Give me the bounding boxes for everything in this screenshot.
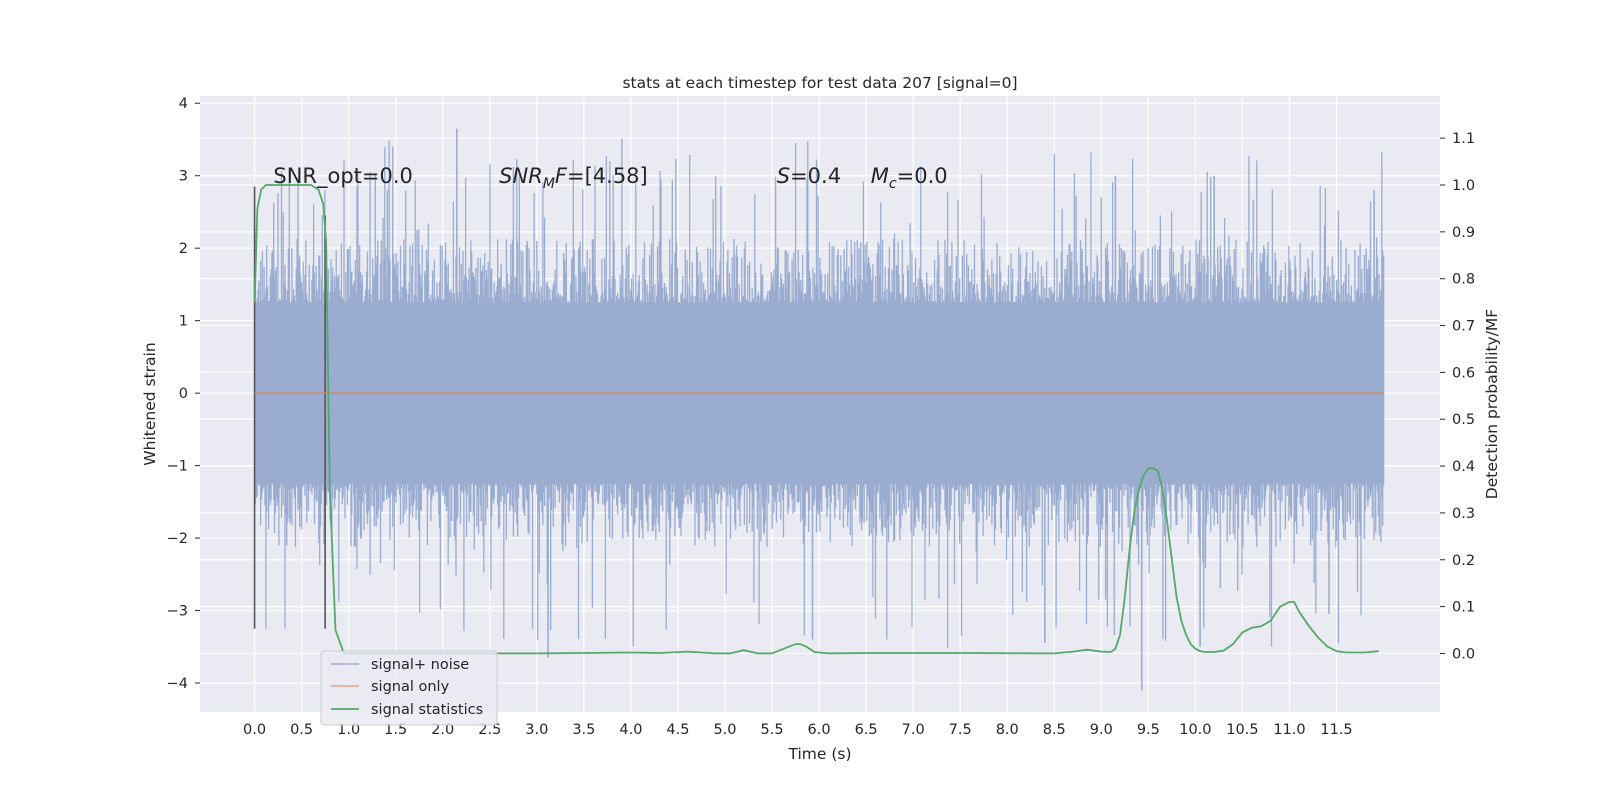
legend-label-signal-plus-noise: signal+ noise [371, 657, 469, 673]
x-tick-label: 10.0 [1179, 722, 1211, 738]
annotation-snr-opt: SNR_opt=0.0 [273, 164, 413, 189]
y2-tick-label: 0.7 [1452, 319, 1475, 335]
y-tick-label: 4 [179, 96, 188, 112]
annotation-snr-mf-subscript: M [543, 176, 555, 192]
y2-tick-label: 0.9 [1452, 225, 1475, 241]
y-tick-label: −1 [167, 459, 188, 475]
y-tick-label: −2 [167, 531, 188, 547]
legend-label-signal-only: signal only [371, 679, 450, 695]
x-tick-label: 4.5 [666, 722, 689, 738]
x-tick-label: 10.5 [1226, 722, 1258, 738]
x-tick-label: 7.0 [902, 722, 925, 738]
y2-tick-label: 0.2 [1452, 553, 1475, 569]
legend: signal+ noise signal only signal statist… [320, 650, 498, 726]
y-tick-label: 0 [179, 386, 188, 402]
x-tick-label: 7.5 [949, 722, 972, 738]
annotation-snr-mf: SNRMF=[4.58] [499, 164, 648, 192]
annotation-mc-subscript: c [889, 176, 897, 192]
y-tick-label: 2 [179, 241, 188, 257]
legend-box [320, 650, 498, 726]
y-tick-label: 1 [179, 314, 188, 330]
y2-tick-label: 0.1 [1452, 600, 1475, 616]
y2-tick-label: 0.3 [1452, 506, 1475, 522]
y2-tick-label: 0.6 [1452, 365, 1475, 381]
x-tick-label: 2.5 [478, 722, 501, 738]
annotation-s-symbol: S [777, 164, 790, 188]
annotation-mc-symbol: M [871, 164, 889, 188]
chart-title: stats at each timestep for test data 207… [622, 74, 1017, 92]
x-axis-ticks: 0.0 0.5 1.0 1.5 2.0 2.5 3.0 3.5 4.0 4.5 5.0 5.5 6.0 6… [243, 722, 1353, 738]
x-tick-label: 6.0 [808, 722, 831, 738]
annotation-s: S=0.4 [777, 164, 841, 188]
x-tick-label: 2.0 [431, 722, 454, 738]
x-tick-label: 3.0 [525, 722, 548, 738]
x-axis-label: Time (s) [787, 745, 851, 763]
x-tick-label: 6.5 [855, 722, 878, 738]
x-tick-label: 5.5 [760, 722, 783, 738]
y2-tick-label: 1.0 [1452, 178, 1475, 194]
y-tick-label: 3 [179, 169, 188, 185]
x-tick-label: 5.0 [713, 722, 736, 738]
x-tick-label: 1.5 [384, 722, 407, 738]
annotation-mc: Mc=0.0 [871, 164, 948, 192]
annotation-s-value: =0.4 [790, 164, 841, 188]
x-tick-label: 9.0 [1090, 722, 1113, 738]
x-tick-label: 0.5 [290, 722, 313, 738]
marker-lines [253, 186, 326, 629]
series-signal-statistics [253, 184, 1379, 655]
y-axis-label: Whitened strain [141, 342, 159, 465]
annotation-snr-mf-symbol: SNR [499, 164, 543, 188]
y-axis-ticks: −4 −3 −2 −1 0 1 2 3 4 [167, 96, 200, 692]
x-tick-label: 3.5 [572, 722, 595, 738]
y2-axis-label: Detection probability/MF [1483, 309, 1501, 500]
y2-tick-label: 1.1 [1452, 131, 1475, 147]
x-tick-label: 8.0 [996, 722, 1019, 738]
y2-axis-ticks: 0.0 0.1 0.2 0.3 0.4 0.5 0.6 0.7 0.8 0.9 1.0 1.1 [1440, 131, 1475, 662]
annotation-snr-mf-value: =[4.58] [567, 164, 648, 188]
x-tick-label: 11.5 [1320, 722, 1352, 738]
y-tick-label: −3 [167, 604, 188, 620]
x-tick-label: 1.0 [337, 722, 360, 738]
y2-tick-label: 0.8 [1452, 272, 1475, 288]
x-tick-label: 11.0 [1273, 722, 1305, 738]
annotation-mc-value: =0.0 [897, 164, 948, 188]
x-tick-label: 4.0 [619, 722, 642, 738]
annotation-snr-mf-f: F [555, 164, 568, 188]
x-tick-label: 8.5 [1043, 722, 1066, 738]
y2-tick-label: 0.0 [1452, 646, 1475, 662]
legend-label-signal-statistics: signal statistics [371, 702, 483, 718]
x-tick-label: 9.5 [1137, 722, 1160, 738]
y2-tick-label: 0.4 [1452, 459, 1475, 475]
x-tick-label: 0.0 [243, 722, 266, 738]
y-tick-label: −4 [167, 676, 188, 692]
annotations: SNR_opt=0.0 SNRMF=[4.58] S=0.4 Mc=0.0 [273, 164, 947, 192]
y2-tick-label: 0.5 [1452, 412, 1475, 428]
